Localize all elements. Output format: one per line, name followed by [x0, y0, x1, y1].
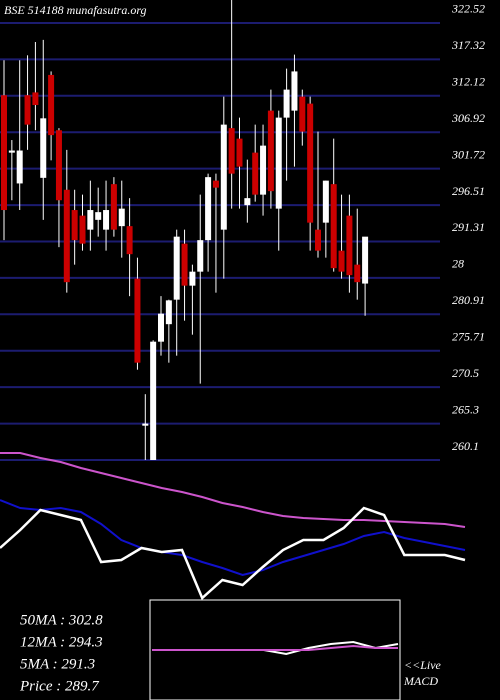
candle-body — [236, 138, 243, 167]
candle-body — [354, 264, 361, 283]
macd-box — [149, 599, 401, 700]
candle-body — [87, 210, 94, 230]
candle-body — [197, 240, 204, 272]
macd-signal — [152, 644, 398, 651]
y-tick-label: 317.32 — [451, 38, 485, 52]
y-tick-label: 322.52 — [451, 2, 485, 16]
candle-body — [103, 210, 110, 230]
candle-body — [1, 95, 7, 211]
y-tick-label: 270.5 — [452, 366, 479, 380]
candle-body — [252, 152, 259, 195]
candle-body — [79, 215, 86, 244]
candle-body — [275, 117, 282, 209]
ma-line — [0, 506, 466, 601]
ma-line — [0, 452, 466, 528]
stat-label: 12MA : 294.3 — [20, 634, 103, 650]
candle-body — [40, 118, 47, 178]
candle-body — [299, 96, 306, 132]
candle-body — [158, 313, 164, 342]
candle-body — [362, 236, 369, 284]
y-tick-label: 301.72 — [451, 147, 485, 161]
macd-label: <<Live MACD — [403, 658, 442, 688]
candle-body — [63, 189, 70, 283]
macd-label-part: <<Live — [404, 658, 442, 672]
candle-body — [48, 74, 55, 136]
y-tick-label: 306.92 — [451, 111, 485, 125]
candle-body — [212, 180, 219, 188]
candle-body — [142, 423, 149, 426]
candle-body — [338, 250, 345, 272]
y-tick-label: 312.12 — [451, 75, 485, 89]
candle-body — [189, 271, 196, 286]
candle-body — [95, 212, 102, 220]
macd-label-part: MACD — [403, 674, 438, 688]
stat-label: 5MA : 291.3 — [20, 656, 95, 672]
chart-title: BSE 514188 munafasutra.org — [4, 3, 147, 17]
candle-body — [8, 150, 15, 153]
candle-body — [228, 128, 235, 174]
candle-body — [173, 236, 180, 300]
y-tick-label: 280.91 — [452, 293, 485, 307]
stat-label: Price : 289.7 — [19, 678, 100, 694]
candle-body — [16, 150, 23, 184]
candle-body — [244, 198, 251, 206]
y-tick-label: 265.3 — [452, 402, 479, 416]
y-tick-label: 275.71 — [452, 329, 485, 343]
candle-body — [315, 229, 321, 251]
candle-body — [283, 89, 290, 118]
candle-body — [134, 278, 141, 363]
candle-body — [346, 215, 353, 276]
stat-label: 50MA : 302.8 — [20, 612, 103, 628]
y-tick-label: 260.1 — [452, 439, 479, 453]
y-tick-label: 28 — [452, 257, 464, 271]
candle-body — [181, 243, 188, 286]
ma-line — [0, 499, 466, 577]
candle-body — [71, 210, 78, 241]
candle-body — [220, 124, 227, 230]
y-tick-label: 296.51 — [452, 184, 485, 198]
candle-body — [307, 103, 314, 223]
candle-body — [165, 300, 172, 325]
candle-body — [260, 145, 267, 195]
candle-body — [330, 184, 337, 269]
candle-body — [118, 208, 125, 227]
candle-body — [150, 341, 157, 460]
candle-body — [32, 92, 39, 106]
macd-line — [152, 640, 399, 656]
candle-body — [110, 184, 117, 230]
candle-body — [267, 110, 274, 192]
candle-body — [291, 71, 298, 111]
y-tick-label: 291.31 — [452, 220, 485, 234]
candle-body — [322, 180, 329, 223]
candle-body — [205, 177, 212, 241]
candle-body — [55, 130, 62, 201]
candle-body — [24, 95, 31, 125]
candle-body — [126, 226, 133, 255]
